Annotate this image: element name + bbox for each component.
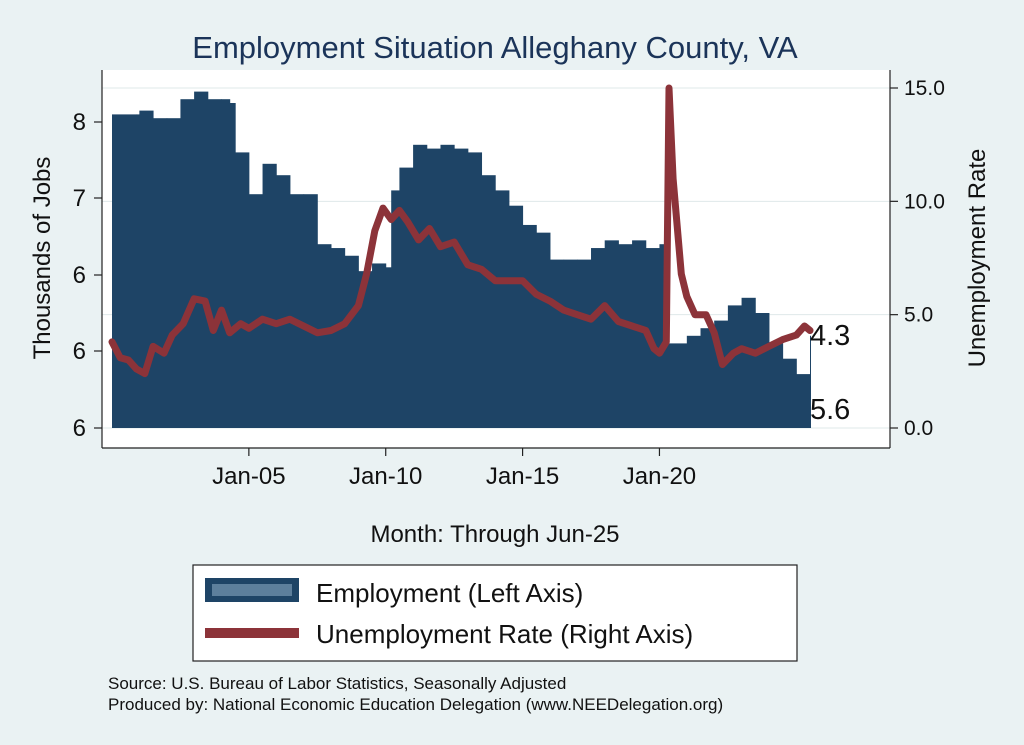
right-tick-label: 5.0 (904, 304, 933, 327)
employment-bars (112, 91, 811, 429)
employment-bar (194, 91, 209, 428)
left-tick-label: 6 (73, 338, 86, 365)
employment-bar (549, 259, 565, 428)
employment-bar (330, 248, 346, 428)
left-tick-label: 8 (73, 109, 86, 136)
employment-bar (180, 99, 195, 428)
employment-bar (262, 163, 277, 429)
left-tick-label: 6 (73, 415, 86, 442)
legend-label-employment: Employment (Left Axis) (316, 578, 583, 608)
employment-bar (495, 190, 510, 428)
employment-bar (563, 259, 578, 428)
employment-bar (221, 99, 231, 428)
employment-bar (591, 248, 606, 428)
legend: Employment (Left Axis) Unemployment Rate… (192, 564, 798, 662)
left-axis-label: Thousands of Jobs (29, 157, 56, 360)
employment-bar (372, 263, 387, 428)
employment-bar (667, 343, 688, 428)
x-tick-label: Jan-05 (212, 463, 285, 490)
right-tick-label: 10.0 (904, 190, 945, 213)
employment-bar (112, 114, 138, 429)
left-tick-label: 7 (73, 185, 86, 212)
legend-swatch-unemployment (205, 628, 299, 638)
employment-bar (229, 103, 236, 428)
right-tick-label: 15.0 (904, 77, 945, 100)
employment-bar (166, 118, 181, 428)
legend-swatch-employment-inner (212, 584, 292, 596)
employment-bar (391, 190, 400, 428)
x-ticks: Jan-05 Jan-10 Jan-15 Jan-20 (212, 448, 696, 490)
legend-label-unemployment: Unemployment Rate (Right Axis) (316, 619, 693, 649)
employment-bar (755, 313, 770, 428)
x-tick-label: Jan-20 (623, 463, 696, 490)
right-ticks: 0.0 5.0 10.0 15.0 (890, 77, 945, 440)
employment-bar (153, 118, 168, 428)
employment-bar (454, 148, 469, 428)
employment-bar (686, 335, 702, 428)
employment-bar (139, 110, 154, 428)
employment-bar (467, 152, 483, 428)
right-tick-label: 0.0 (904, 417, 933, 440)
employment-bar (618, 244, 633, 428)
end-label-employment: 5.6 (810, 394, 850, 426)
employment-bar (796, 374, 811, 428)
unemployment-line (108, 84, 814, 378)
employment-bar (344, 255, 359, 428)
employment-bar (235, 152, 250, 428)
employment-bar (358, 271, 373, 428)
employment-bar (782, 358, 797, 428)
left-tick-label: 6 (73, 262, 86, 289)
employment-bar (440, 144, 455, 429)
employment-bar (604, 240, 619, 428)
employment-bar (700, 328, 715, 428)
employment-bar (727, 305, 743, 428)
source-line-2: Produced by: National Economic Education… (108, 695, 723, 714)
x-tick-label: Jan-15 (486, 463, 559, 490)
employment-bar (289, 194, 305, 428)
employment-bar (536, 232, 551, 428)
axes (101, 70, 891, 449)
employment-bar (248, 194, 264, 428)
employment-bar (810, 335, 811, 428)
employment-bar (426, 148, 441, 428)
right-axis-label: Unemployment Rate (964, 149, 991, 368)
employment-bar (303, 194, 318, 428)
employment-bar (317, 244, 332, 428)
employment-bar (768, 343, 784, 428)
x-tick-label: Jan-10 (349, 463, 422, 490)
employment-bar (413, 144, 428, 429)
employment-bar (522, 224, 537, 428)
end-label-unemployment: 4.3 (810, 320, 850, 352)
x-axis-label: Month: Through Jun-25 (370, 521, 619, 548)
employment-bar (385, 267, 392, 428)
employment-bar (481, 175, 496, 428)
source-line-1: Source: U.S. Bureau of Labor Statistics,… (108, 674, 566, 693)
employment-bar (508, 205, 524, 428)
chart-title: Employment Situation Alleghany County, V… (192, 30, 798, 65)
employment-bar (207, 99, 222, 428)
employment-bar (276, 175, 291, 428)
employment-bar (577, 259, 592, 428)
employment-bar (632, 240, 647, 428)
left-ticks: 6 6 6 7 8 (73, 109, 102, 442)
employment-bar (399, 167, 414, 428)
employment-bar (741, 297, 756, 428)
employment-bar (136, 114, 140, 429)
